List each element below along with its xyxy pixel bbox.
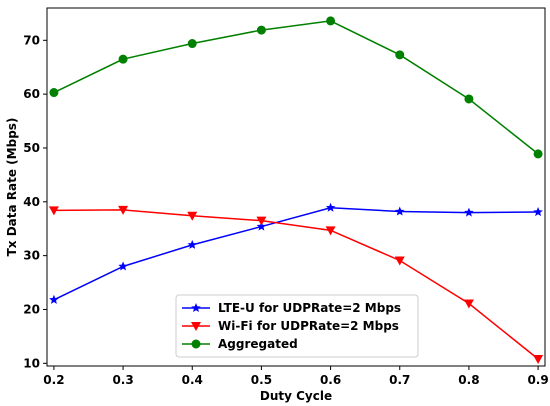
legend-box — [175, 294, 419, 358]
y-tick-label: 70 — [23, 33, 40, 47]
legend-marker — [191, 303, 201, 313]
data-point — [394, 256, 405, 266]
x-tick-label: 0.3 — [112, 373, 133, 387]
legend-label: LTE-U for UDPRate=2 Mbps — [218, 301, 401, 315]
legend-item: LTE-U for UDPRate=2 Mbps — [182, 301, 401, 315]
data-point — [49, 294, 59, 304]
x-tick-label: 0.2 — [43, 373, 64, 387]
legend-item: Aggregated — [182, 337, 298, 351]
series-line — [53, 206, 539, 301]
x-tick-label: 0.9 — [527, 373, 548, 387]
data-point — [326, 16, 336, 26]
data-point — [395, 50, 405, 60]
y-tick-label: 30 — [23, 249, 40, 263]
legend: LTE-U for UDPRate=2 Mbps Wi-Fi for UDPRat… — [175, 294, 419, 358]
data-point — [118, 205, 129, 215]
series-line — [53, 20, 539, 155]
legend-marker — [191, 322, 201, 331]
data-point — [48, 206, 59, 216]
y-tick-label: 60 — [23, 87, 40, 101]
legend-label: Wi-Fi for UDPRate=2 Mbps — [218, 319, 399, 333]
data-point — [463, 299, 474, 309]
x-tick-label: 0.4 — [182, 373, 203, 387]
data-point — [118, 261, 128, 271]
y-tick-label: 50 — [23, 141, 40, 155]
x-axis: 0.2 0.3 0.4 0.5 0.6 0.7 0.8 0.9 — [43, 366, 549, 387]
x-tick-label: 0.8 — [458, 373, 479, 387]
x-axis-title: Duty Cycle — [260, 389, 332, 403]
legend-item: Wi-Fi for UDPRate=2 Mbps — [182, 319, 399, 333]
data-point — [325, 202, 336, 212]
series-line — [53, 209, 539, 360]
plot-content — [48, 16, 544, 365]
y-axis: 10 20 30 40 50 60 70 — [23, 33, 47, 370]
series-1 — [48, 205, 544, 365]
legend-marker — [191, 339, 201, 349]
legend-label: Aggregated — [218, 337, 298, 351]
data-point — [325, 226, 336, 236]
y-tick-label: 40 — [23, 195, 40, 209]
data-point — [187, 211, 198, 221]
data-point — [533, 149, 543, 159]
y-tick-label: 10 — [23, 356, 40, 370]
data-point — [49, 88, 59, 98]
series-2 — [49, 16, 543, 159]
data-point — [187, 39, 197, 49]
data-point — [256, 25, 266, 35]
y-tick-label: 20 — [23, 302, 40, 316]
x-tick-label: 0.5 — [251, 373, 272, 387]
data-point — [533, 355, 544, 365]
y-axis-title: Tx Data Rate (Mbps) — [5, 118, 19, 257]
data-point — [533, 207, 543, 217]
data-point — [394, 206, 405, 216]
data-point — [464, 207, 474, 217]
series-0 — [49, 202, 543, 304]
data-point — [118, 54, 128, 64]
data-point — [256, 221, 267, 231]
data-point — [464, 94, 474, 104]
data-point — [256, 216, 267, 226]
plot-frame — [46, 7, 546, 367]
x-tick-label: 0.7 — [389, 373, 410, 387]
data-point — [187, 239, 198, 249]
x-tick-label: 0.6 — [320, 373, 341, 387]
